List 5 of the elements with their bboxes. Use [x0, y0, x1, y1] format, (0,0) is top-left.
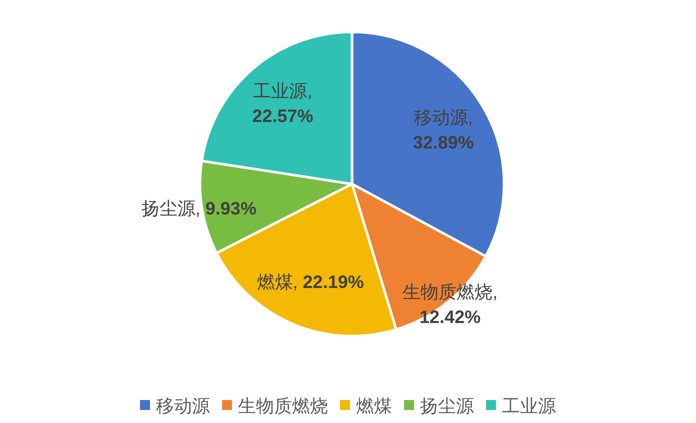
legend-label: 燃煤 — [356, 396, 392, 416]
legend-label: 生物质燃烧 — [238, 396, 328, 416]
legend-label: 移动源 — [156, 396, 210, 416]
legend-label: 扬尘源 — [420, 396, 474, 416]
legend-label: 工业源 — [502, 396, 556, 416]
